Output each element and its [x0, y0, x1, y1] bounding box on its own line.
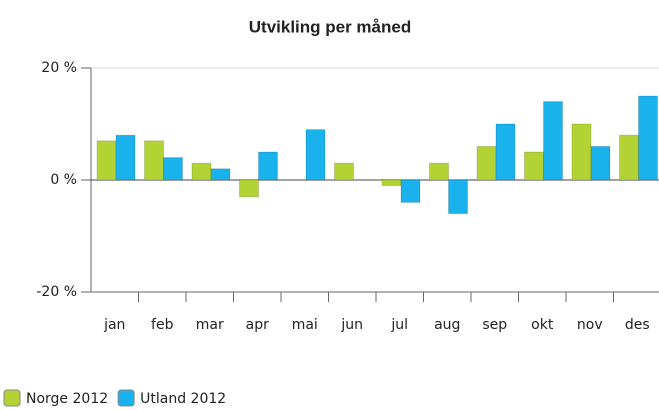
bar [258, 151, 278, 181]
bar [476, 145, 497, 181]
x-tick-label: apr [246, 317, 269, 333]
x-tick-label: jun [340, 317, 363, 333]
x-tick-label: feb [151, 317, 174, 333]
legend-label: Utland 2012 [140, 391, 226, 407]
x-tick-label: jan [103, 317, 125, 333]
bar [163, 157, 183, 181]
x-tick-label: okt [531, 317, 554, 333]
x-tick-label: mai [292, 317, 318, 333]
bar [191, 162, 212, 181]
bar [381, 179, 402, 187]
bar [305, 129, 326, 181]
legend-swatch [3, 389, 21, 407]
chart-title: Utvikling per måned [249, 17, 411, 36]
y-tick-label: 20 % [41, 60, 77, 76]
bar [448, 179, 468, 215]
bar [619, 134, 639, 181]
y-tick-label: -20 % [36, 284, 77, 300]
x-tick-label: des [625, 317, 650, 333]
bar [429, 162, 449, 181]
legend-swatch [117, 389, 135, 407]
bar [524, 151, 544, 181]
bar [144, 140, 164, 181]
bar [334, 162, 354, 181]
x-tick-label: nov [577, 317, 603, 333]
bar [590, 145, 611, 181]
bar [210, 168, 231, 181]
x-tick-label: sep [482, 317, 507, 333]
bar [400, 179, 421, 203]
bar [96, 140, 117, 181]
bar [495, 123, 516, 181]
x-tick-label: mar [196, 317, 224, 333]
bar [115, 134, 136, 181]
bar [239, 179, 259, 198]
bar [571, 123, 592, 181]
x-tick-label: jul [390, 317, 408, 333]
y-tick-label: 0 % [50, 172, 77, 188]
legend-label: Norge 2012 [26, 391, 108, 407]
bar [638, 95, 658, 181]
bar [543, 101, 563, 181]
x-tick-label: aug [434, 317, 460, 333]
